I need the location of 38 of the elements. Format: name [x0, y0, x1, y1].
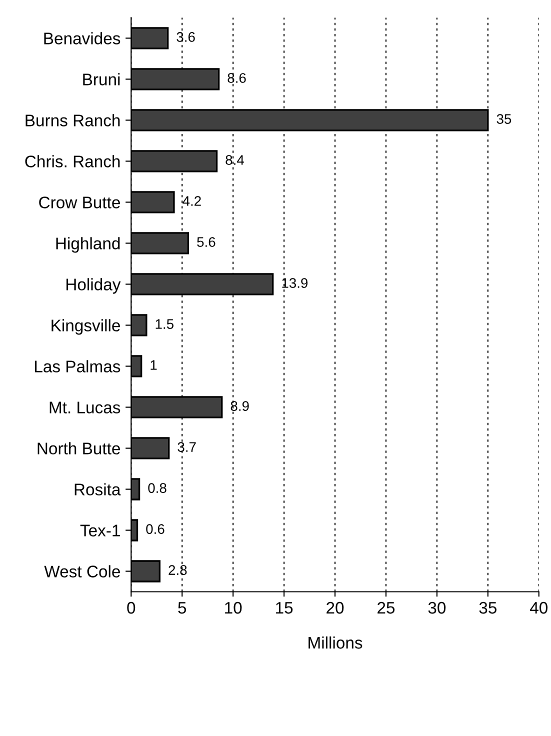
data-label: 3.6 [176, 32, 195, 42]
y-tick-label: Tex-1 [80, 524, 120, 536]
y-tick-label: Highland [56, 237, 120, 253]
x-axis-title: Millions [308, 636, 362, 649]
y-tick-label: Holiday [66, 278, 121, 294]
data-label: 4.2 [182, 196, 201, 206]
y-tick-label: Kingsville [52, 319, 120, 335]
data-label: 5.6 [197, 237, 216, 247]
x-tick-label: 25 [378, 602, 395, 614]
data-label: 35 [496, 114, 512, 124]
data-label: 8.4 [226, 155, 244, 165]
x-tick-label: 35 [479, 602, 496, 614]
x-tick-label: 0 [127, 602, 136, 614]
x-tick-label: 10 [225, 602, 242, 614]
y-tick-label: Bruni [83, 73, 120, 86]
data-label: 1.5 [156, 319, 174, 329]
data-label: 8.9 [230, 401, 249, 411]
x-tick-label: 20 [326, 602, 344, 614]
data-label: 8.6 [228, 73, 246, 83]
data-label: 2.8 [168, 565, 187, 575]
y-tick-label: Las Palmas [35, 360, 120, 372]
data-label: 0.8 [148, 483, 166, 493]
y-tick-label: Chris. Ranch [25, 155, 120, 168]
data-label: 3.7 [178, 442, 196, 452]
y-tick-label: Benavides [44, 32, 120, 44]
x-tick-label: 40 [530, 602, 548, 614]
y-tick-label: West Cole [44, 565, 120, 578]
x-tick-label: 30 [428, 602, 446, 614]
y-tick-label: Burns Ranch [26, 114, 120, 126]
data-label: 13.9 [282, 278, 308, 288]
y-tick-label: Mt. Lucas [50, 402, 120, 414]
x-tick-label: 5 [178, 602, 186, 614]
y-tick-label: Crow Butte [39, 196, 120, 208]
data-label: 1 [150, 360, 157, 370]
data-label: 0.6 [146, 524, 164, 534]
y-tick-label: North Butte [38, 442, 120, 454]
x-tick-label: 15 [276, 602, 293, 614]
y-tick-label: Rosita [74, 483, 121, 496]
